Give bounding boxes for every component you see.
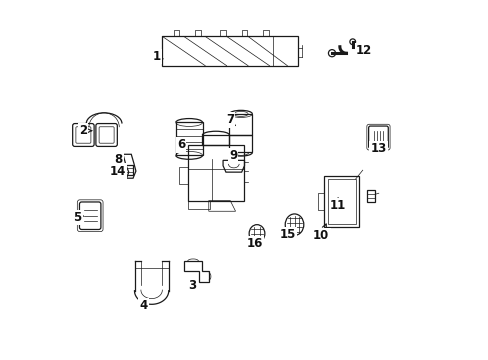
Text: 8: 8 bbox=[114, 153, 122, 166]
Text: 5: 5 bbox=[73, 211, 83, 224]
Text: 2: 2 bbox=[79, 124, 91, 137]
Text: 4: 4 bbox=[140, 299, 147, 312]
Text: 7: 7 bbox=[225, 113, 235, 126]
Text: 11: 11 bbox=[329, 198, 346, 212]
Bar bbox=[324, 176, 358, 227]
Bar bbox=[366, 190, 374, 202]
Bar bbox=[229, 114, 252, 135]
Bar bbox=[327, 179, 355, 224]
Text: 6: 6 bbox=[177, 139, 184, 152]
Text: 12: 12 bbox=[355, 44, 371, 57]
Bar bbox=[122, 165, 133, 175]
Text: 1: 1 bbox=[153, 50, 163, 63]
Bar bbox=[188, 145, 243, 201]
Text: 16: 16 bbox=[246, 237, 262, 250]
Text: 14: 14 bbox=[109, 165, 125, 177]
Text: 15: 15 bbox=[279, 228, 296, 241]
Bar bbox=[229, 135, 252, 153]
Bar bbox=[175, 122, 202, 156]
Text: 10: 10 bbox=[312, 224, 329, 242]
Text: 3: 3 bbox=[188, 279, 196, 292]
Bar bbox=[188, 201, 209, 210]
Bar bbox=[202, 135, 229, 145]
Text: 9: 9 bbox=[228, 149, 237, 162]
Text: 13: 13 bbox=[369, 142, 386, 155]
Bar bbox=[162, 36, 298, 66]
